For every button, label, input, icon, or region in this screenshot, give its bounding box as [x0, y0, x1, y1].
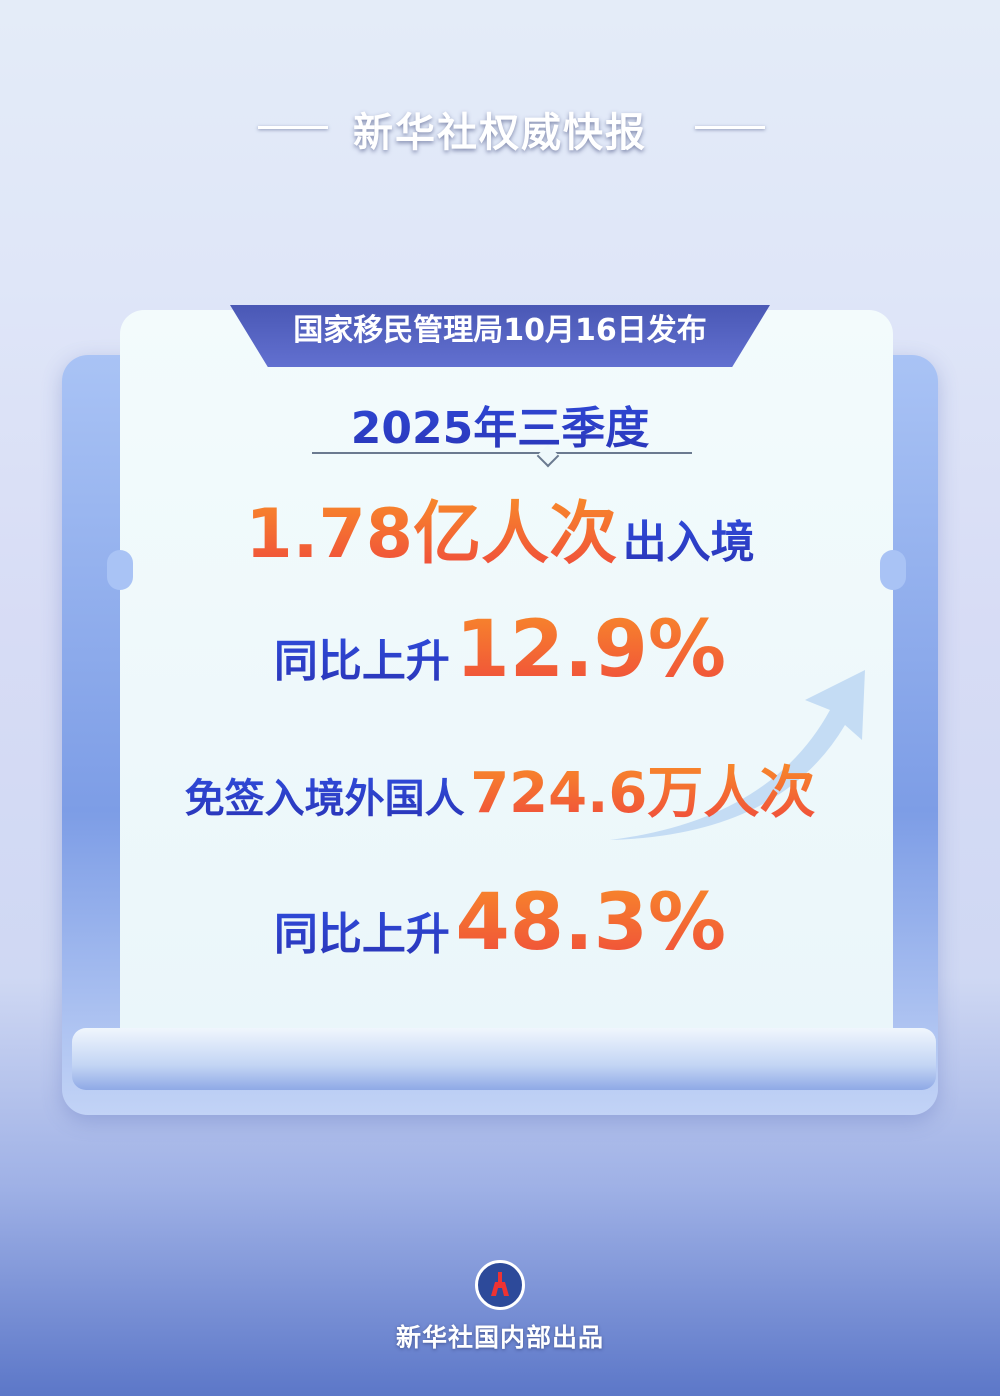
header-line-left — [258, 126, 328, 129]
scroll-roll — [72, 1028, 936, 1090]
stat-label: 免签入境外国人 — [184, 776, 465, 822]
stat-row-2: 同比上升 12.9% — [0, 605, 1000, 695]
source-tab: 国家移民管理局10月16日发布 — [230, 305, 770, 367]
notch-right — [880, 550, 906, 590]
page-title: 新华社权威快报 — [353, 110, 647, 156]
card-paper — [120, 310, 893, 1050]
up-arrow-icon — [610, 670, 865, 840]
stat-value: 12.9% — [455, 605, 727, 695]
xinhua-logo-icon — [475, 1260, 525, 1310]
divider — [312, 452, 692, 454]
stat-label: 同比上升 — [273, 909, 450, 960]
stat-label: 出入境 — [622, 517, 755, 568]
stat-row-4: 同比上升 48.3% — [0, 878, 1000, 968]
stat-label: 同比上升 — [273, 636, 450, 687]
stat-value: 1.78亿人次 — [245, 495, 618, 574]
footer-credit: 新华社国内部出品 — [395, 1323, 604, 1352]
stat-row-1: 1.78亿人次 出入境 — [0, 478, 1000, 577]
stat-value: 724.6万人次 — [470, 761, 816, 826]
period-title: 2025年三季度 — [0, 392, 1000, 456]
notch-left — [107, 550, 133, 590]
header-line-right — [695, 126, 765, 129]
stat-row-3: 免签入境外国人 724.6万人次 — [0, 748, 1000, 829]
stat-value: 48.3% — [455, 878, 727, 968]
